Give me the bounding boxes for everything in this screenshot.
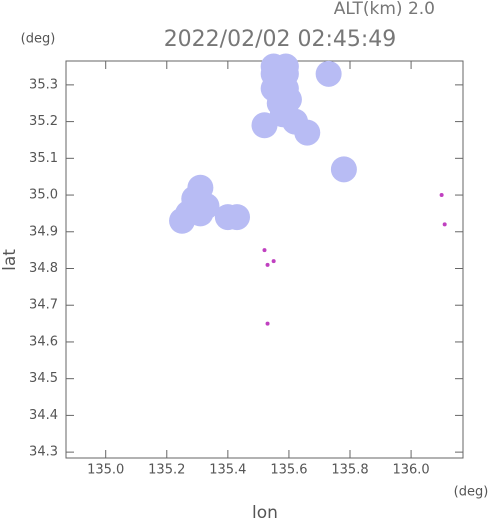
y-tick-label: 34.6 [29,334,58,349]
echo-point [272,53,299,80]
y-tick-label: 34.3 [29,445,58,460]
x-tick-label: 135.4 [209,463,246,478]
echo-point [315,60,342,87]
echo-point [193,193,220,220]
echo-point [262,248,267,253]
y-tick-label: 34.9 [29,224,58,239]
y-tick-label: 35.3 [29,77,58,92]
y-tick-label: 34.5 [29,371,58,386]
y-tick-label: 34.8 [29,261,58,276]
subtitle: ALT(km) 2.0 [334,0,435,19]
echo-point [224,204,251,231]
echo-point [442,222,447,227]
echo-point [271,259,276,264]
x-tick-label: 135.0 [87,463,124,478]
y-label: lat [0,249,20,271]
y-tick-label: 34.7 [29,298,58,313]
chart-title: 2022/02/02 02:45:49 [164,27,397,52]
x-tick-label: 135.8 [331,463,368,478]
y-tick-label: 35.0 [29,188,58,203]
echo-point [439,193,444,198]
y-tick-label: 34.4 [29,408,58,423]
echo-point [330,156,357,183]
y-tick-label: 35.1 [29,151,58,166]
y-unit: (deg) [21,32,56,47]
x-label: lon [252,503,278,521]
x-tick-label: 136.0 [392,463,429,478]
x-unit: (deg) [454,485,489,500]
y-tick-label: 35.2 [29,114,58,129]
echo-point [251,112,278,139]
x-tick-label: 135.6 [270,463,307,478]
echo-point [265,321,270,326]
echo-point [294,119,321,146]
x-tick-label: 135.2 [148,463,185,478]
echo-point [265,262,270,267]
echo-point [169,207,196,234]
